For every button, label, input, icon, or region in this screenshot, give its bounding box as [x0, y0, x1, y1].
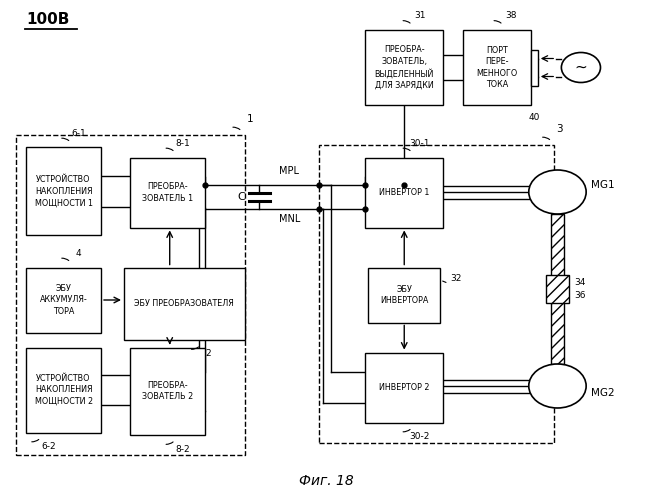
Text: 3: 3 [556, 124, 563, 134]
Text: 8-1: 8-1 [175, 139, 190, 148]
Text: MPL: MPL [279, 166, 299, 176]
FancyBboxPatch shape [130, 158, 205, 228]
Text: MG1: MG1 [591, 180, 615, 190]
Text: ЭБУ
АККУМУЛЯ-
ТОРА: ЭБУ АККУМУЛЯ- ТОРА [40, 284, 87, 316]
Text: 34: 34 [574, 278, 585, 286]
FancyBboxPatch shape [26, 268, 101, 332]
Circle shape [561, 52, 600, 82]
Text: MG2: MG2 [591, 388, 615, 398]
FancyBboxPatch shape [26, 148, 101, 235]
Bar [546, 275, 569, 303]
Text: 36: 36 [574, 292, 585, 300]
Text: ПОРТ
ПЕРЕ-
МЕННОГО
ТОКА: ПОРТ ПЕРЕ- МЕННОГО ТОКА [477, 46, 518, 89]
Text: ПРЕОБРА-
ЗОВАТЕЛЬ,
ВЫДЕЛЕННЫЙ
ДЛЯ ЗАРЯДКИ: ПРЕОБРА- ЗОВАТЕЛЬ, ВЫДЕЛЕННЫЙ ДЛЯ ЗАРЯДК… [374, 45, 434, 90]
Text: 31: 31 [414, 12, 426, 20]
Text: 6-2: 6-2 [41, 442, 56, 451]
FancyBboxPatch shape [365, 158, 443, 228]
Text: MNL: MNL [279, 214, 301, 224]
Bar [319, 145, 554, 442]
Text: 40: 40 [529, 113, 541, 122]
Bar [531, 50, 538, 86]
Text: ИНВЕРТОР 1: ИНВЕРТОР 1 [379, 188, 430, 197]
Text: 30-1: 30-1 [409, 139, 430, 148]
Text: 100B: 100B [26, 12, 70, 28]
FancyBboxPatch shape [368, 268, 440, 322]
Text: 38: 38 [505, 12, 516, 20]
Text: 1: 1 [246, 114, 253, 124]
Bar [16, 135, 244, 455]
Text: ПРЕОБРА-
ЗОВАТЕЛЬ 2: ПРЕОБРА- ЗОВАТЕЛЬ 2 [142, 381, 194, 402]
Text: 2: 2 [205, 350, 211, 358]
Text: 4: 4 [76, 249, 82, 258]
Circle shape [529, 170, 586, 214]
FancyBboxPatch shape [365, 30, 443, 105]
Text: ЭБУ
ИНВЕРТОРА: ЭБУ ИНВЕРТОРА [380, 285, 428, 305]
Text: 30-2: 30-2 [409, 432, 430, 441]
Text: УСТРОЙСТВО
НАКОПЛЕНИЯ
МОЩНОСТИ 2: УСТРОЙСТВО НАКОПЛЕНИЯ МОЩНОСТИ 2 [35, 374, 93, 406]
FancyBboxPatch shape [124, 268, 244, 340]
Text: 8-2: 8-2 [175, 444, 190, 454]
Bar [551, 214, 564, 364]
Text: Фиг. 18: Фиг. 18 [299, 474, 353, 488]
FancyBboxPatch shape [130, 348, 205, 435]
Text: ~: ~ [574, 60, 587, 75]
FancyBboxPatch shape [365, 352, 443, 422]
Text: ЭБУ ПРЕОБРАЗОВАТЕЛЯ: ЭБУ ПРЕОБРАЗОВАТЕЛЯ [134, 299, 234, 308]
Text: 6-1: 6-1 [71, 129, 86, 138]
Text: ИНВЕРТОР 2: ИНВЕРТОР 2 [379, 383, 430, 392]
Text: C: C [237, 192, 245, 202]
FancyBboxPatch shape [463, 30, 531, 105]
Circle shape [529, 364, 586, 408]
Text: УСТРОЙСТВО
НАКОПЛЕНИЯ
МОЩНОСТИ 1: УСТРОЙСТВО НАКОПЛЕНИЯ МОЩНОСТИ 1 [35, 176, 93, 207]
FancyBboxPatch shape [26, 348, 101, 432]
Text: ПРЕОБРА-
ЗОВАТЕЛЬ 1: ПРЕОБРА- ЗОВАТЕЛЬ 1 [142, 182, 194, 203]
Text: 32: 32 [451, 274, 462, 283]
